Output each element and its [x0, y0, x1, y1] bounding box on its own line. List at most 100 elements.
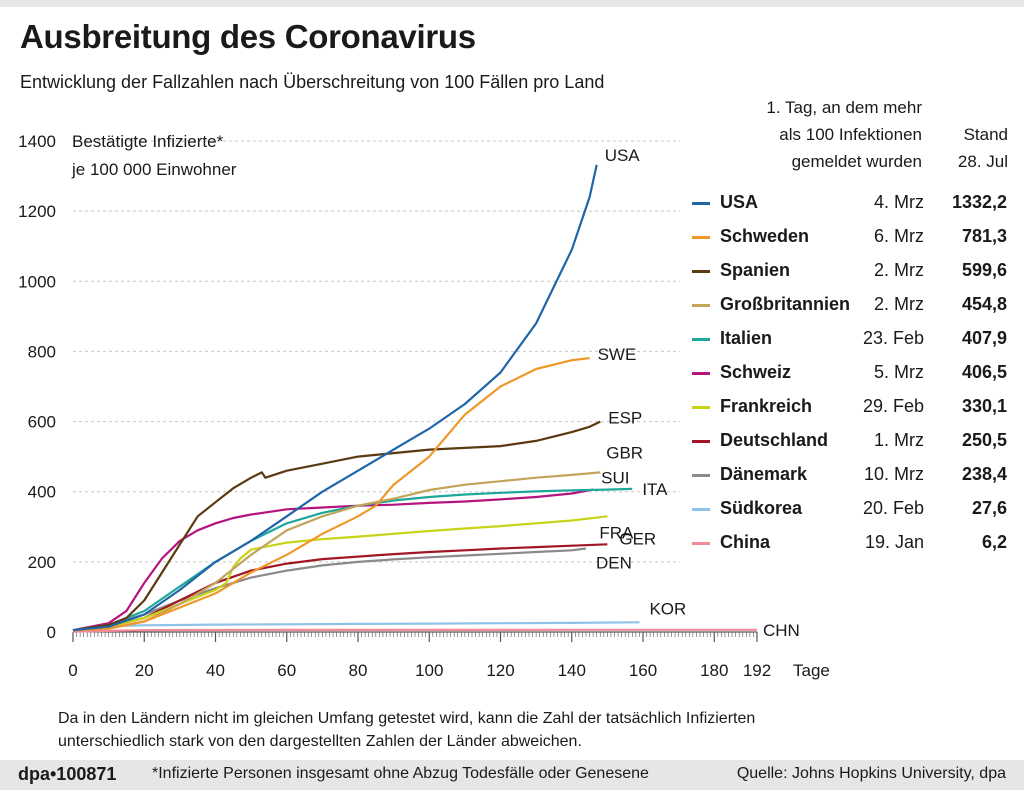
legend-header-first-day-line1: 1. Tag, an dem mehr — [766, 98, 922, 117]
legend-value: 330,1 — [961, 396, 1007, 416]
legend-item: Spanien 2. Mrz 599,6 — [690, 257, 1010, 287]
legend-value: 407,9 — [961, 328, 1007, 348]
series-line-gbr — [72, 471, 601, 632]
legend-item: Dänemark 10. Mrz 238,4 — [690, 461, 1010, 491]
note-line2: unterschiedlich stark von den dargestell… — [58, 733, 582, 750]
legend-swatch — [692, 440, 710, 443]
x-tick-label: 100 — [415, 661, 443, 680]
series-label-kor: KOR — [649, 599, 686, 618]
legend-country: Schweiz — [720, 362, 792, 382]
series-line-chn — [72, 628, 757, 633]
y-tick-label: 1200 — [18, 202, 56, 221]
legend-header-stand: Stand 28. Jul — [930, 121, 1008, 175]
x-tick-label: 60 — [277, 661, 296, 680]
grid — [73, 140, 680, 563]
series-label-gbr: GBR — [606, 443, 643, 462]
y-tick-label: 1400 — [18, 132, 56, 151]
x-tick-label: 20 — [135, 661, 154, 680]
legend-value: 781,3 — [961, 226, 1007, 246]
x-tick-label: 180 — [700, 661, 728, 680]
legend-header-first-day-line2: als 100 Infektionen — [779, 125, 922, 144]
legend-item: Schweiz 5. Mrz 406,5 — [690, 359, 1010, 389]
legend-item: Großbritannien 2. Mrz 454,8 — [690, 291, 1010, 321]
legend-item: China 19. Jan 6,2 — [690, 529, 1010, 559]
x-tick-label: 80 — [349, 661, 368, 680]
chart-subtitle: Entwicklung der Fallzahlen nach Überschr… — [20, 72, 605, 92]
bottom-bar — [0, 790, 1024, 797]
series-label-usa: USA — [605, 146, 641, 165]
series-label-chn: CHN — [763, 621, 800, 640]
legend-item: Schweden 6. Mrz 781,3 — [690, 223, 1010, 253]
legend-country: Deutschland — [720, 430, 829, 450]
series-line-esp — [72, 420, 601, 632]
legend-first-day: 10. Mrz — [863, 464, 924, 484]
legend-country: Spanien — [720, 260, 791, 280]
series-line-ger — [72, 543, 608, 632]
x-tick-label: 40 — [206, 661, 225, 680]
x-tick-label: 192 — [743, 661, 771, 680]
legend-item: USA 4. Mrz 1332,2 — [690, 189, 1010, 219]
x-axis-label: Tage — [793, 661, 830, 680]
legend-first-day: 2. Mrz — [873, 260, 924, 280]
line-chart: 0 200 400 600 800 1000 1200 1400 0 20 40 60 80 100 12… — [18, 132, 830, 680]
legend-country: USA — [720, 192, 759, 212]
series-line-sui — [72, 488, 594, 632]
legend-country: Südkorea — [720, 498, 803, 518]
y-tick-label: 1000 — [18, 272, 56, 291]
legend-swatch — [692, 304, 710, 307]
legend-first-day: 19. Jan — [864, 532, 924, 552]
legend-header-stand-line1: Stand — [963, 125, 1008, 144]
legend-value: 599,6 — [961, 260, 1007, 280]
series-group — [72, 164, 757, 633]
legend-value: 1332,2 — [951, 192, 1007, 212]
x-tick-label: 140 — [558, 661, 586, 680]
note-line1: Da in den Ländern nicht im gleichen Umfa… — [58, 710, 756, 727]
legend-value: 6,2 — [981, 532, 1007, 552]
legend-item: Frankreich 29. Feb 330,1 — [690, 393, 1010, 423]
y-axis-label-line2: je 100 000 Einwohner — [71, 160, 237, 179]
legend-country: China — [720, 532, 771, 552]
series-label-swe: SWE — [598, 345, 637, 364]
y-tick-label: 0 — [47, 623, 56, 642]
legend-first-day: 5. Mrz — [873, 362, 924, 382]
legend-value: 250,5 — [961, 430, 1007, 450]
legend-swatch — [692, 372, 710, 375]
legend-swatch — [692, 270, 710, 273]
series-label-ger: GER — [619, 529, 656, 548]
y-axis: 0 200 400 600 800 1000 1200 1400 — [18, 132, 56, 642]
legend-value: 406,5 — [961, 362, 1007, 382]
legend-swatch — [692, 508, 710, 511]
series-label-esp: ESP — [608, 409, 642, 428]
legend-swatch — [692, 202, 710, 205]
x-axis: 0 20 40 60 80 100 120 140 160 180 192 — [68, 631, 771, 680]
legend-first-day: 1. Mrz — [873, 430, 924, 450]
legend-swatch — [692, 338, 710, 341]
legend-item: Deutschland 1. Mrz 250,5 — [690, 427, 1010, 457]
legend-value: 454,8 — [961, 294, 1007, 314]
series-label-sui: SUI — [601, 469, 629, 488]
legend-swatch — [692, 542, 710, 545]
legend-value: 27,6 — [971, 498, 1007, 518]
legend-header-first-day-line3: gemeldet wurden — [791, 152, 922, 171]
legend-swatch — [692, 236, 710, 239]
legend-header-first-day: 1. Tag, an dem mehr als 100 Infektionen … — [740, 94, 922, 175]
legend-country: Großbritannien — [720, 294, 850, 314]
legend-swatch — [692, 474, 710, 477]
series-label-fra: FRA — [599, 523, 634, 542]
legend-first-day: 4. Mrz — [873, 192, 924, 212]
legend-value: 238,4 — [961, 464, 1007, 484]
legend-first-day: 29. Feb — [862, 396, 924, 416]
series-line-swe — [72, 357, 590, 632]
series-label-den: DEN — [596, 554, 632, 573]
x-tick-label: 120 — [486, 661, 514, 680]
footer-bar: dpa•100871 *Infizierte Personen insgesam… — [0, 760, 1024, 790]
y-tick-label: 200 — [28, 553, 56, 572]
y-axis-label-line1: Bestätigte Infizierte* — [72, 132, 224, 151]
source: Quelle: Johns Hopkins University, dpa — [736, 765, 1006, 782]
x-tick-label: 0 — [68, 661, 77, 680]
legend-first-day: 20. Feb — [862, 498, 924, 518]
footnote: *Infizierte Personen insgesamt ohne Abzu… — [152, 765, 649, 782]
legend-country: Italien — [720, 328, 773, 348]
top-bar — [0, 0, 1024, 7]
